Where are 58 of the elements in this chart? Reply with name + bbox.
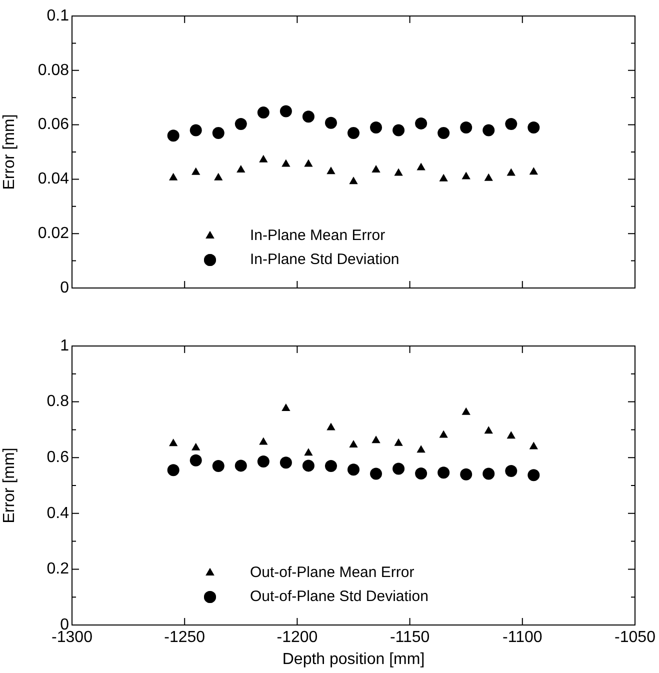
point [282, 159, 290, 167]
point [302, 110, 314, 123]
y-tick-label: 0.1 [46, 7, 70, 24]
y-tick-label: 0.2 [46, 560, 70, 578]
y-tick-label: 0.02 [38, 225, 70, 242]
x-tick-label: -1250 [164, 629, 206, 646]
legend-label: Out-of-Plane Std Deviation [250, 588, 428, 606]
point [439, 174, 448, 182]
point [484, 173, 493, 181]
point [212, 126, 224, 139]
legend-label: Out-of-Plane Mean Error [250, 564, 414, 582]
point [214, 172, 223, 180]
point [528, 122, 540, 134]
point [392, 124, 405, 136]
point [415, 117, 428, 130]
y-tick-label: 1 [60, 337, 70, 354]
point [192, 167, 200, 175]
point [394, 168, 403, 176]
point [234, 118, 247, 130]
point [348, 126, 360, 139]
point [259, 154, 268, 162]
point [324, 116, 337, 129]
point [370, 122, 382, 134]
legend-label: In-Plane Std Deviation [250, 251, 400, 268]
point [462, 172, 470, 180]
point [167, 130, 180, 142]
point [190, 124, 202, 136]
x-tick-label: -1200 [276, 629, 318, 646]
point [236, 164, 246, 172]
y-axis-title: Error [mm] [1, 114, 18, 190]
point [529, 167, 538, 175]
x-tick-label: -1050 [614, 629, 656, 646]
point [326, 166, 336, 174]
y-tick-label: 0.04 [38, 170, 70, 188]
point [257, 106, 270, 119]
point [438, 126, 450, 139]
y-tick-label: 0.08 [38, 62, 70, 79]
point [349, 176, 358, 184]
y-tick-label: 0.06 [38, 116, 70, 134]
point [482, 124, 495, 136]
y-axis-title: Error [mm] [1, 448, 18, 524]
point [460, 122, 472, 134]
y-tick-label: 0.6 [46, 449, 70, 466]
y-tick-label: 0.8 [46, 393, 70, 410]
x-tick-label: -1100 [502, 629, 542, 646]
point [506, 168, 516, 176]
point [169, 172, 178, 180]
y-tick-label: 0.4 [46, 504, 70, 522]
x-tick-label: -1150 [390, 629, 430, 646]
point [372, 164, 380, 172]
x-tick-label: -1300 [52, 629, 93, 646]
point [304, 159, 313, 167]
point [280, 105, 292, 118]
point [505, 118, 518, 130]
legend-label: In-Plane Mean Error [250, 227, 386, 244]
point [416, 162, 426, 170]
x-axis-title: Depth position [mm] [282, 650, 425, 668]
y-tick-label: 0 [60, 279, 70, 296]
